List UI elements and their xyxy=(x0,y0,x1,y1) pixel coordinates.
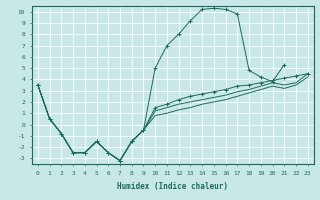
X-axis label: Humidex (Indice chaleur): Humidex (Indice chaleur) xyxy=(117,182,228,191)
